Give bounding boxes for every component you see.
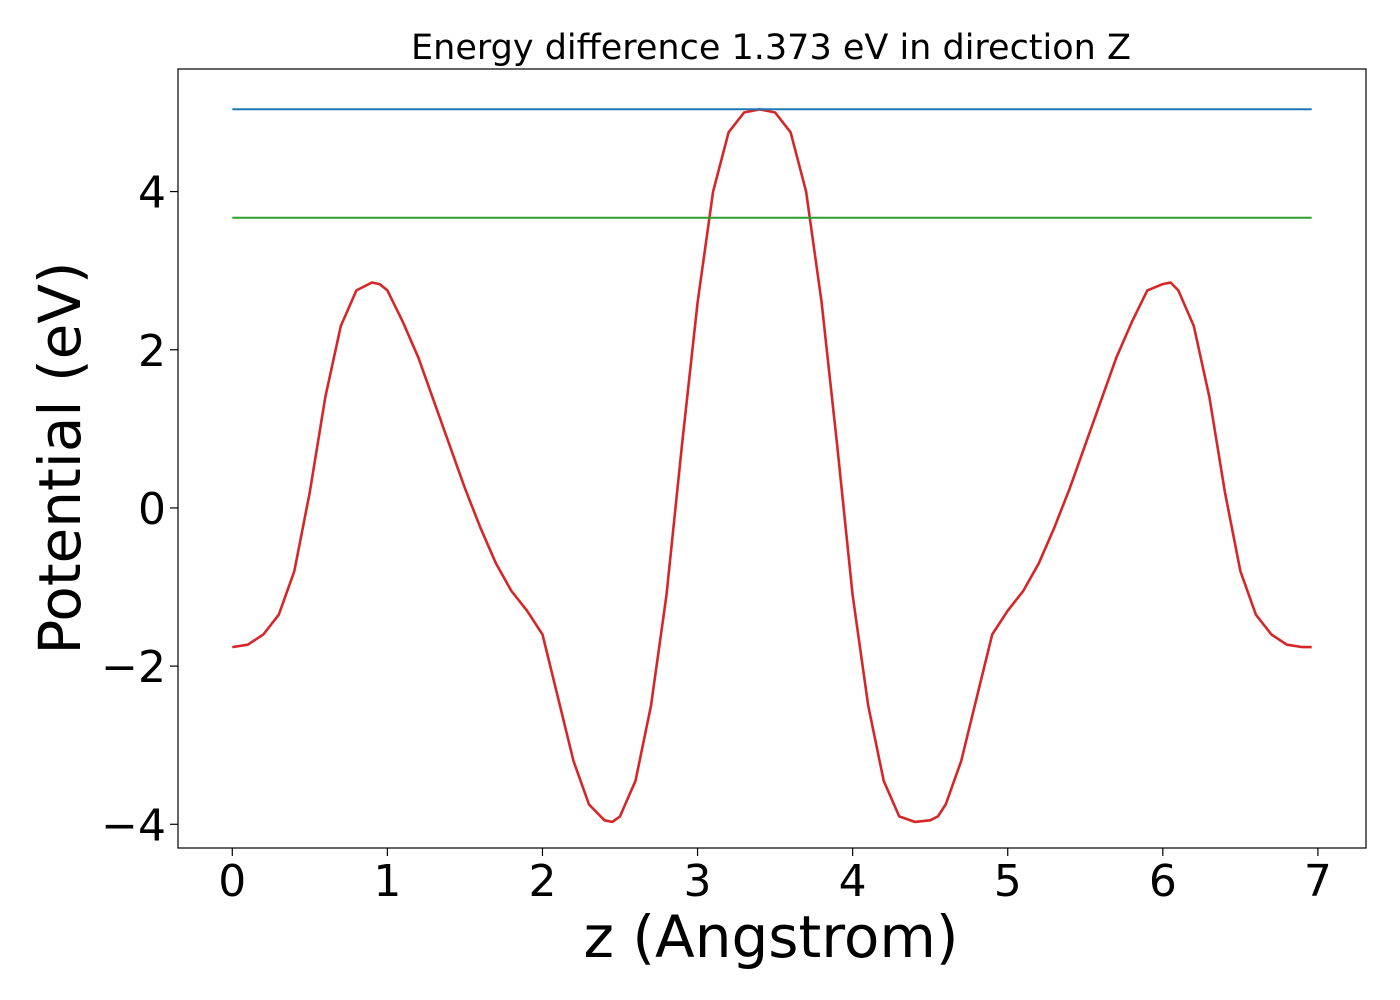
y-tick-label: 0 xyxy=(138,484,166,535)
y-axis-label: Potential (eV) xyxy=(26,261,94,654)
x-tick-label: 0 xyxy=(218,856,246,907)
series-line-0 xyxy=(232,108,1312,824)
x-tick-label: 6 xyxy=(1149,856,1177,907)
plot-frame xyxy=(177,68,1367,849)
x-tick-label: 4 xyxy=(839,856,867,907)
x-tick-label: 5 xyxy=(994,856,1022,907)
series-layer xyxy=(232,108,1312,824)
x-axis-ticks: 0 1 2 3 4 5 6 7 xyxy=(218,848,1332,907)
y-tick-label: 2 xyxy=(138,326,166,377)
chart-title: Energy difference 1.373 eV in direction … xyxy=(411,28,1131,68)
y-tick-label: −2 xyxy=(101,642,166,693)
x-tick-label: 2 xyxy=(528,856,556,907)
x-tick-label: 3 xyxy=(684,856,712,907)
x-axis-label: z (Angstrom) xyxy=(584,903,959,971)
x-tick-label: 1 xyxy=(373,856,401,907)
y-axis-ticks: −4 −2 0 2 4 xyxy=(101,168,178,851)
y-tick-label: −4 xyxy=(101,800,166,851)
plot-area xyxy=(232,108,1312,824)
y-tick-label: 4 xyxy=(138,168,166,219)
x-tick-label: 7 xyxy=(1304,856,1332,907)
